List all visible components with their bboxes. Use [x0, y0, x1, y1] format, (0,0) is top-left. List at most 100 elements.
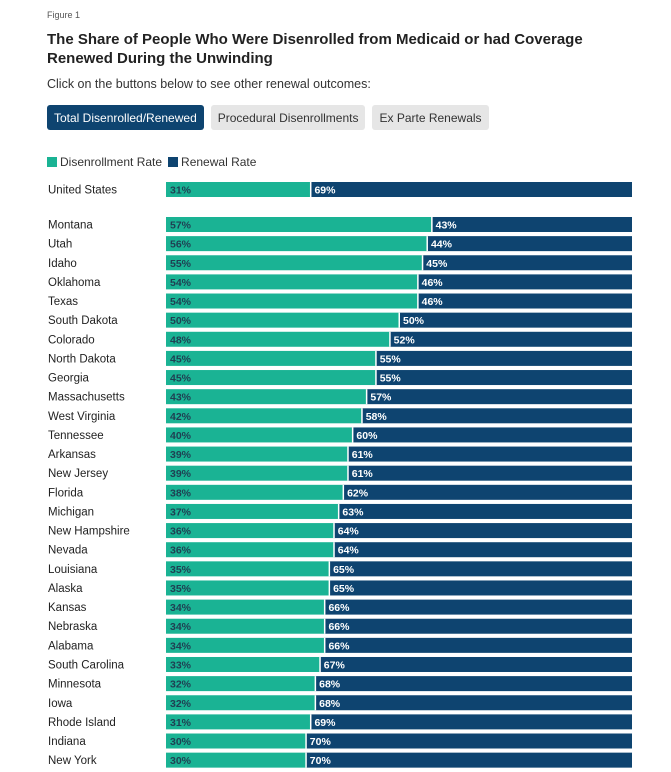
segment-divider-arkansas — [347, 446, 349, 462]
row-label-alabama: Alabama — [48, 640, 94, 652]
renewal-bar-indiana — [305, 733, 632, 749]
renewal-bar-south-carolina — [319, 656, 632, 672]
row-label-iowa: Iowa — [48, 698, 73, 710]
renewal-value-louisiana: 65% — [333, 564, 355, 576]
disenrollment-bar-georgia — [166, 370, 376, 386]
renewal-bar-minnesota — [315, 676, 632, 692]
bar-row-idaho: Idaho 55% 45% — [48, 255, 632, 271]
disenrollment-bar-arkansas — [166, 446, 348, 462]
segment-divider-georgia — [375, 370, 377, 386]
segment-divider-montana — [431, 217, 433, 232]
renewal-value-florida: 62% — [347, 487, 369, 499]
total-disenrolled-renewed-button[interactable]: Total Disenrolled/Renewed — [47, 105, 204, 130]
legend-item-disenrollment: Disenrollment Rate — [47, 155, 162, 169]
row-label-alaska: Alaska — [48, 583, 83, 595]
bar-row-montana: Montana 57% 43% — [48, 217, 632, 232]
renewal-bar-north-dakota — [375, 350, 632, 366]
ex-parte-renewals-button[interactable]: Ex Parte Renewals — [372, 105, 489, 130]
segment-divider-south-carolina — [319, 656, 321, 672]
disenrollment-bar-new-jersey — [166, 465, 348, 481]
disenrollment-value-arkansas: 39% — [170, 449, 192, 461]
renewal-bar-south-dakota — [399, 312, 632, 328]
disenrollment-bar-new-york — [166, 752, 306, 768]
renewal-bar-new-york — [305, 752, 632, 768]
segment-divider-minnesota — [314, 676, 317, 692]
bar-row-kansas: Kansas 34% 66% — [48, 599, 632, 615]
segment-divider-iowa — [314, 695, 317, 711]
renewal-bar-new-jersey — [347, 465, 632, 481]
row-label-north-dakota: North Dakota — [48, 353, 116, 365]
disenrollment-bar-tennessee — [166, 427, 353, 443]
bar-row-west-virginia: West Virginia 42% 58% — [48, 408, 632, 424]
disenrollment-value-nevada: 36% — [170, 545, 192, 557]
bar-row-louisiana: Louisiana 35% 65% — [48, 561, 632, 577]
renewal-bar-oklahoma — [417, 274, 632, 290]
bar-row-tennessee: Tennessee 40% 60% — [48, 427, 632, 443]
row-label-west-virginia: West Virginia — [48, 411, 116, 423]
renewal-bar-tennessee — [352, 427, 632, 443]
renewal-value-montana: 43% — [436, 220, 458, 232]
legend-swatch-renewal — [168, 157, 179, 167]
bar-row-florida: Florida 38% 62% — [48, 484, 632, 500]
row-label-nevada: Nevada — [48, 545, 88, 557]
segment-divider-utah — [426, 236, 428, 252]
row-label-oklahoma: Oklahoma — [48, 277, 101, 289]
chart-title: The Share of People Who Were Disenrolled… — [47, 31, 583, 67]
renewal-value-new-hampshire: 64% — [338, 526, 360, 538]
legend-label-renewal: Renewal Rate — [181, 155, 257, 169]
renewal-value-nebraska: 66% — [328, 621, 350, 633]
disenrollment-value-kansas: 34% — [170, 602, 192, 614]
segment-divider-texas — [417, 293, 419, 309]
bar-row-south-dakota: South Dakota 50% 50% — [48, 312, 632, 328]
segment-divider-rhode-island — [309, 714, 312, 730]
renewal-value-north-dakota: 55% — [380, 353, 402, 365]
disenrollment-bar-michigan — [166, 503, 339, 519]
disenrollment-value-colorado: 48% — [170, 334, 192, 346]
renewal-value-kansas: 66% — [328, 602, 350, 614]
renewal-value-rhode-island: 69% — [314, 717, 336, 729]
procedural-disenrollments-button[interactable]: Procedural Disenrollments — [210, 105, 366, 130]
disenrollment-bar-south-dakota — [166, 312, 399, 328]
segment-divider-united-states — [309, 182, 312, 197]
row-label-new-york: New York — [48, 755, 97, 767]
disenrollment-value-rhode-island: 31% — [170, 717, 192, 729]
renewal-bar-arkansas — [347, 446, 632, 462]
renewal-value-arkansas: 61% — [352, 449, 374, 461]
disenrollment-value-michigan: 37% — [170, 506, 192, 518]
bar-row-colorado: Colorado 48% 52% — [48, 331, 632, 347]
disenrollment-bar-alaska — [166, 580, 330, 596]
disenrollment-bar-kansas — [166, 599, 325, 615]
renewal-value-south-dakota: 50% — [403, 315, 425, 327]
disenrollment-value-new-jersey: 39% — [170, 468, 192, 480]
bar-row-nebraska: Nebraska 34% 66% — [48, 618, 632, 634]
renewal-bar-massachusetts — [366, 389, 632, 405]
row-label-new-jersey: New Jersey — [48, 468, 108, 480]
renewal-bar-new-hampshire — [333, 523, 632, 539]
segment-divider-nevada — [333, 542, 335, 558]
disenrollment-bar-oklahoma — [166, 274, 418, 290]
row-label-arkansas: Arkansas — [48, 449, 96, 461]
disenrollment-bar-south-carolina — [166, 656, 320, 672]
bar-row-nevada: Nevada 36% 64% — [48, 542, 632, 558]
row-label-kansas: Kansas — [48, 602, 87, 614]
bar-row-indiana: Indiana 30% 70% — [48, 733, 632, 749]
disenrollment-value-texas: 54% — [170, 296, 192, 308]
disenrollment-value-alabama: 34% — [170, 640, 192, 652]
bar-row-oklahoma: Oklahoma 54% 46% — [48, 274, 632, 290]
segment-divider-nebraska — [323, 618, 326, 634]
disenrollment-bar-minnesota — [166, 676, 316, 692]
row-label-south-carolina: South Carolina — [48, 659, 125, 671]
disenrollment-value-massachusetts: 43% — [170, 392, 192, 404]
renewal-value-georgia: 55% — [380, 373, 402, 385]
disenrollment-value-oklahoma: 54% — [170, 277, 192, 289]
legend-item-renewal: Renewal Rate — [168, 155, 256, 169]
renewal-value-oklahoma: 46% — [422, 277, 444, 289]
row-label-louisiana: Louisiana — [48, 564, 98, 576]
renewal-bar-alabama — [324, 637, 632, 653]
bar-row-massachusetts: Massachusetts 43% 57% — [48, 389, 632, 405]
segment-divider-kansas — [323, 599, 326, 615]
renewal-bar-utah — [426, 236, 632, 252]
renewal-bar-colorado — [389, 331, 632, 347]
disenrollment-value-utah: 56% — [170, 239, 192, 251]
disenrollment-bar-massachusetts — [166, 389, 367, 405]
